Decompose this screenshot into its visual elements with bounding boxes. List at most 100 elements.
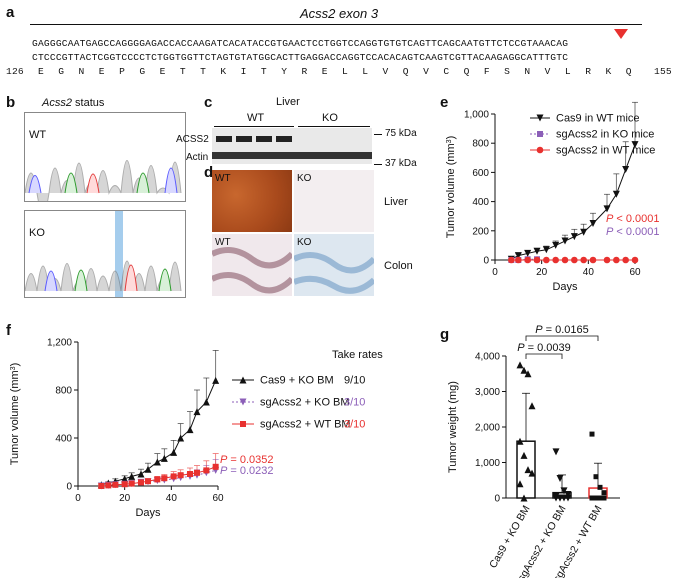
p-text: = 0.0352 [227, 454, 273, 466]
panel-label-e: e [440, 94, 449, 111]
legend-label: sgAcss2 in WT mice [556, 145, 655, 157]
band-actin-label: Actin [186, 152, 209, 163]
histology-colon-wt: WT [212, 234, 292, 296]
y-axis-label-suffix: ) [445, 136, 457, 140]
blot-wt-label: WT [247, 112, 265, 124]
tumor-volume-chart-f: 0 400 800 1,200 0 20 40 60 Days Tumor volume (mm3… [9, 338, 383, 520]
amino-acid: T [260, 66, 267, 77]
data-point [138, 479, 144, 486]
data-point [589, 495, 595, 501]
marker-75kda-tick [374, 134, 382, 135]
legend-item: sgAcss2 in KO mice [530, 129, 654, 141]
data-point [516, 437, 524, 445]
data-point [524, 466, 532, 474]
y-axis-label-superscript: 3 [10, 366, 17, 370]
data-point [203, 467, 210, 474]
amino-acid: V [544, 66, 551, 77]
data-point [542, 246, 550, 254]
panel-label-c: c [204, 94, 213, 111]
take-rate: 3/10 [344, 397, 365, 409]
data-point [593, 474, 599, 480]
p-text: = 0.0232 [227, 465, 273, 477]
data-point [612, 190, 620, 198]
legend-item: Cas9 in WT mice [530, 113, 640, 125]
amino-acid: E [38, 66, 44, 77]
data-point [202, 398, 210, 406]
y-axis-label: Tumor volume (mm3) [445, 136, 457, 239]
data-point [597, 484, 603, 490]
legend-title: Take rates [332, 349, 383, 361]
data-point [112, 481, 119, 488]
data-point [121, 481, 128, 488]
y-axis-label-superscript: 3 [446, 139, 453, 143]
data-point [580, 228, 588, 236]
amino-acid: E [98, 66, 105, 77]
data-point [177, 472, 184, 479]
data-point [556, 494, 564, 502]
data-point [153, 458, 161, 466]
blot-tissue-label: Liver [276, 96, 300, 108]
band-acss2-label: ACSS2 [176, 134, 209, 145]
dna-sequence-top: GAGGGCAATGAGCCAGGGGAGACCACCAAGATCACATACC… [32, 38, 569, 49]
x-tick-label: 20 [536, 267, 548, 278]
aa-end-number: 155 [654, 66, 672, 77]
data-point [194, 469, 200, 476]
data-point [533, 256, 541, 264]
data-point [561, 237, 569, 245]
deletion-highlight [115, 211, 123, 297]
amino-acid: C [443, 66, 450, 77]
p-value: P = 0.0232 [220, 465, 274, 477]
x-tick-label: 40 [166, 493, 178, 504]
data-point [570, 233, 578, 241]
y-tick-label: 4,000 [475, 352, 500, 363]
data-point [593, 495, 599, 501]
amino-acid: N [524, 66, 531, 77]
comparison-bracket [525, 335, 599, 341]
data-point [193, 408, 201, 416]
take-rate: 3/10 [344, 419, 365, 431]
data-point [564, 490, 572, 498]
panel-label-g: g [440, 326, 450, 343]
data-point [533, 247, 541, 255]
p-symbol: P [220, 454, 228, 466]
series-0 [97, 349, 220, 489]
marker-37kda: 37 kDa [385, 158, 417, 169]
data-point [105, 482, 112, 489]
amino-acid: K [605, 66, 612, 77]
y-tick-label: 800 [55, 386, 72, 397]
data-point [601, 495, 607, 501]
p-value: P < 0.0001 [606, 226, 660, 238]
exon-title: Acss2 exon 3 [300, 6, 379, 21]
series-line [101, 380, 217, 486]
marker-75kda: 75 kDa [385, 128, 417, 139]
histology-liver-wt: WT [212, 170, 292, 232]
legend-label: sgAcss2 in KO mice [556, 129, 654, 141]
amino-acid: Q [402, 66, 409, 77]
y-tick-label: 800 [472, 139, 489, 150]
amino-acid: Y [281, 66, 288, 77]
legend-marker [240, 421, 246, 427]
p-symbol: P [535, 324, 543, 336]
y-tick-label: 0 [494, 494, 500, 505]
legend-label: sgAcss2 + WT BM [260, 419, 351, 431]
data-point [597, 495, 603, 501]
data-point [631, 256, 639, 264]
comparison-bracket [525, 353, 563, 359]
y-axis-label: Tumor weight (mg) [447, 381, 459, 473]
data-point [508, 256, 515, 264]
amino-acid: L [362, 66, 369, 77]
data-point [580, 256, 587, 264]
legend-marker [239, 398, 247, 406]
data-point [601, 490, 607, 496]
legend-marker [536, 146, 544, 154]
data-point [144, 465, 152, 473]
p-value: P < 0.0001 [606, 213, 660, 225]
data-point [631, 141, 639, 149]
legend-item: sgAcss2 + WT BM3/10 [232, 419, 365, 431]
data-point [561, 256, 569, 264]
amino-acid: Q [463, 66, 470, 77]
exon-line [30, 24, 642, 26]
series-2 [98, 453, 219, 489]
histology-liver-wt-label: WT [215, 173, 231, 184]
amino-acid: E [159, 66, 166, 77]
